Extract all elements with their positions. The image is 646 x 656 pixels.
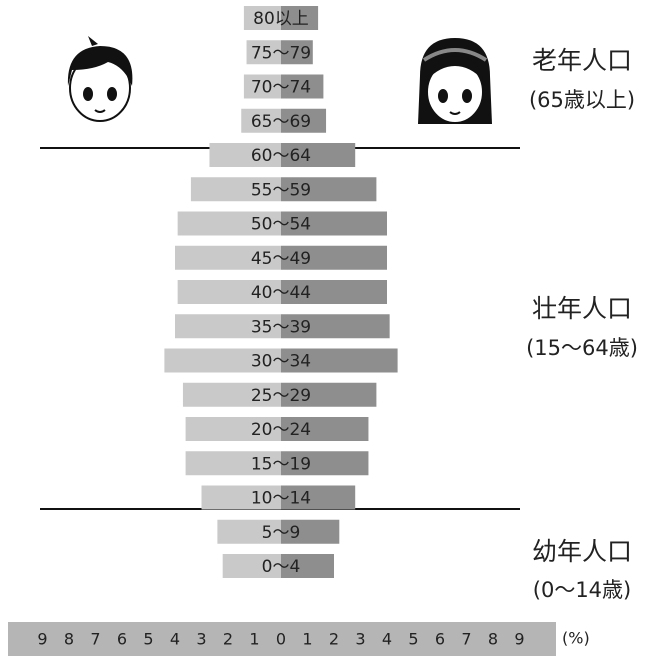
age-label: 75～79	[251, 43, 311, 63]
bar-right	[281, 74, 324, 99]
age-label: 5～9	[262, 523, 301, 543]
x-tick-label: 7	[461, 630, 471, 649]
age-label: 45～49	[251, 249, 311, 269]
bar-right	[281, 6, 319, 30]
bar-right	[281, 451, 369, 476]
age-label: 65～69	[251, 112, 311, 132]
bar-right	[281, 143, 356, 167]
x-tick-label: 2	[329, 630, 339, 649]
x-tick-label: 5	[408, 630, 418, 649]
bar-left	[185, 417, 281, 441]
bar-right	[281, 348, 398, 373]
group-subtitle: (0～14歳)	[533, 578, 631, 602]
bar-right	[281, 485, 356, 510]
x-tick-label: 7	[90, 630, 100, 649]
bar-left	[177, 211, 281, 236]
age-label: 20～24	[251, 420, 311, 440]
age-label: 60～64	[251, 146, 311, 166]
girl-icon	[418, 38, 492, 124]
bar-left	[177, 280, 281, 304]
bar-left	[175, 245, 281, 270]
bar-left	[241, 108, 281, 133]
bar-left	[243, 74, 281, 99]
bar-left	[209, 143, 281, 167]
age-label: 80以上	[253, 9, 309, 29]
age-label: 70～74	[251, 78, 311, 98]
group-title: 幼年人口	[532, 537, 632, 566]
x-tick-label: 0	[276, 630, 286, 649]
age-label: 10～14	[251, 489, 311, 509]
x-axis-band	[8, 622, 556, 656]
x-tick-label: 4	[382, 630, 392, 649]
bar-left	[175, 314, 281, 339]
boy-icon	[67, 36, 133, 122]
bar-left	[185, 451, 281, 476]
group-subtitle: (65歳以上)	[529, 88, 635, 112]
x-tick-label: 4	[170, 630, 180, 649]
bar-right	[281, 40, 313, 65]
bar-left	[246, 40, 281, 65]
x-tick-label: 5	[143, 630, 153, 649]
x-tick-label: 9	[514, 630, 524, 649]
group-subtitle: (15～64歳)	[526, 336, 638, 360]
bar-left	[217, 519, 281, 544]
age-label: 40～44	[251, 283, 311, 303]
age-label: 35～39	[251, 317, 311, 337]
bar-right	[281, 314, 390, 339]
x-tick-label: 8	[64, 630, 74, 649]
age-label: 15～19	[251, 454, 311, 474]
age-label: 0～4	[262, 557, 301, 577]
bar-left	[243, 6, 281, 30]
x-tick-label: 3	[355, 630, 365, 649]
bar-right	[281, 108, 327, 133]
bar-left	[190, 177, 281, 202]
x-tick-label: 9	[37, 630, 47, 649]
bar-left	[164, 348, 281, 373]
age-label: 50～54	[251, 215, 311, 235]
bar-right	[281, 417, 369, 441]
bar-right	[281, 211, 387, 236]
group-title: 老年人口	[532, 46, 632, 75]
age-label: 55～59	[251, 180, 311, 200]
bar-left	[201, 485, 281, 510]
bar-right	[281, 382, 377, 407]
x-tick-label: 3	[196, 630, 206, 649]
x-tick-label: 6	[435, 630, 445, 649]
x-unit: (%)	[562, 629, 590, 648]
bar-left	[182, 382, 281, 407]
x-tick-label: 8	[488, 630, 498, 649]
x-tick-label: 1	[302, 630, 312, 649]
bar-right	[281, 245, 387, 270]
bar-right	[281, 177, 377, 202]
bar-right	[281, 280, 387, 304]
bar-right	[281, 554, 334, 578]
x-tick-label: 2	[223, 630, 233, 649]
bar-left	[222, 554, 281, 578]
bar-right	[281, 519, 340, 544]
x-tick-label: 1	[249, 630, 259, 649]
group-title: 壮年人口	[532, 294, 632, 323]
age-label: 30～34	[251, 352, 311, 372]
age-label: 25～29	[251, 386, 311, 406]
x-tick-label: 6	[117, 630, 127, 649]
